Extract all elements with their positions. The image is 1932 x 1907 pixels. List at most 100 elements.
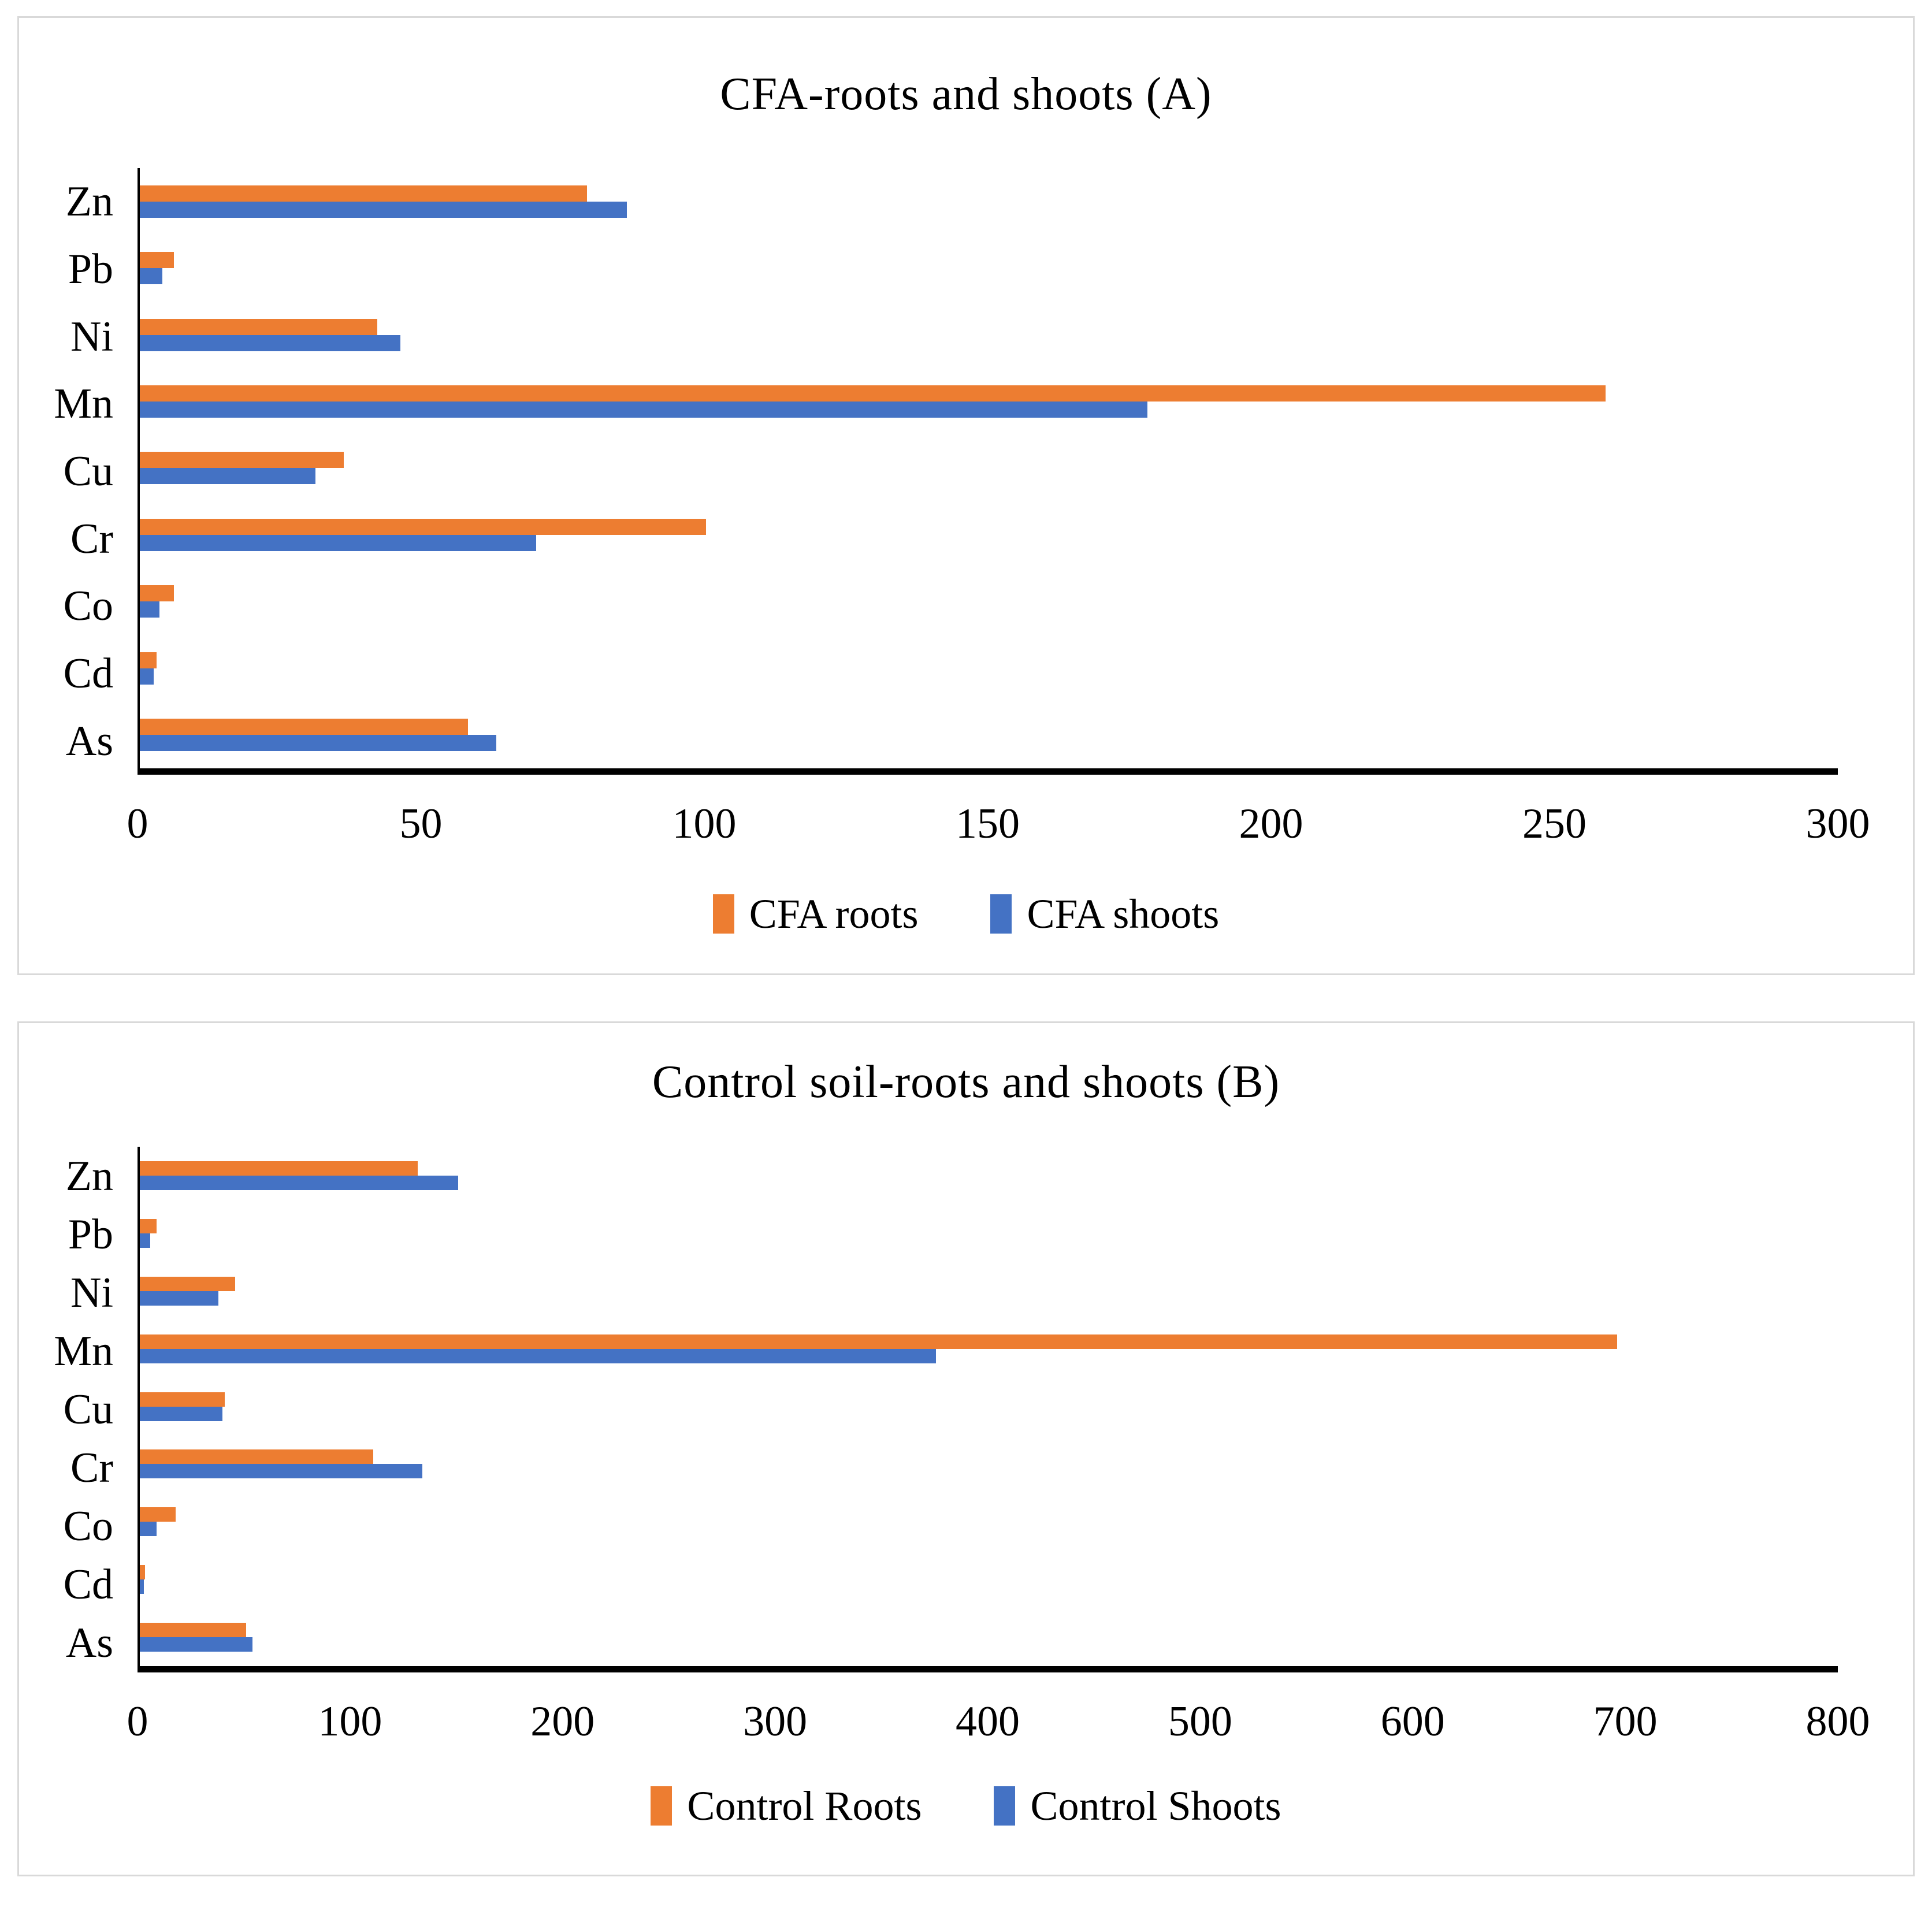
category-axis-b: Zn Pb Ni Mn Cu Cr Co Cd As (51, 1147, 138, 1672)
x-tick-label-600: 600 (1380, 1698, 1445, 1745)
legend-swatch-shoots-icon (990, 894, 1012, 934)
bar-group-zn (140, 1147, 1838, 1205)
bar-zn-roots (140, 1161, 418, 1176)
legend-label-roots: Control Roots (687, 1783, 922, 1829)
chart-title-b: Control soil-roots and shoots (B) (652, 1057, 1280, 1107)
category-label-as: As (65, 717, 113, 765)
bar-as-shoots (140, 735, 497, 752)
x-tick-label-0: 0 (127, 800, 148, 847)
bar-zn-roots (140, 185, 587, 202)
bar-cr-roots (140, 518, 706, 535)
bar-group-cr (140, 501, 1838, 568)
bar-group-cd (140, 635, 1838, 701)
bar-zn-shoots (140, 1175, 459, 1190)
category-label-pb: Pb (68, 246, 113, 293)
bar-group-mn (140, 368, 1838, 434)
chart-title-a: CFA-roots and shoots (A) (720, 69, 1212, 120)
x-tick-label-700: 700 (1593, 1698, 1658, 1745)
legend-swatch-roots-icon (651, 1786, 673, 1826)
bar-group-mn (140, 1320, 1838, 1378)
bar-cr-roots (140, 1449, 374, 1464)
bar-cr-shoots (140, 1464, 422, 1479)
chart-panel-b: Control soil-roots and shoots (B) Zn Pb Ni… (17, 1021, 1915, 1876)
legend-swatch-roots-icon (712, 894, 734, 934)
chart-panel-a: CFA-roots and shoots (A) Zn Pb Ni Mn Cu Cr Co C… (17, 16, 1915, 975)
bar-group-cd (140, 1551, 1838, 1608)
category-label-mn: Mn (54, 1327, 113, 1375)
category-label-cr: Cr (70, 1444, 113, 1492)
bar-ni-roots (140, 318, 378, 335)
category-label-cu: Cu (63, 448, 113, 496)
legend-item-roots: Control Roots (651, 1785, 922, 1827)
x-tick-label-200: 200 (530, 1698, 595, 1745)
x-tick-label-50: 50 (399, 800, 443, 847)
bar-co-roots (140, 585, 174, 602)
bar-pb-roots (140, 252, 174, 269)
plot-area-b: Zn Pb Ni Mn Cu Cr Co Cd As (51, 1147, 1838, 1672)
category-label-cd: Cd (63, 650, 113, 698)
bar-group-co (140, 568, 1838, 635)
figure-two-bar-charts: { "colors": { "roots": "#ED7D31", "shoot… (0, 16, 1932, 1907)
bar-mn-shoots (140, 1348, 936, 1363)
legend-b: Control Roots Control Shoots (19, 1785, 1913, 1827)
bar-ni-shoots (140, 1291, 218, 1306)
x-tick-label-0: 0 (127, 1698, 148, 1745)
category-label-zn: Zn (65, 178, 113, 226)
x-tick-label-300: 300 (743, 1698, 808, 1745)
x-tick-label-500: 500 (1168, 1698, 1232, 1745)
category-label-cd: Cd (63, 1561, 113, 1609)
bar-cd-shoots (140, 668, 154, 685)
bar-as-shoots (140, 1637, 252, 1652)
legend-a: CFA roots CFA shoots (19, 893, 1913, 935)
category-label-zn: Zn (65, 1152, 113, 1200)
bar-group-ni (140, 302, 1838, 368)
x-tick-label-250: 250 (1522, 800, 1587, 847)
x-tick-label-300: 300 (1805, 800, 1870, 847)
bar-group-cu (140, 435, 1838, 501)
bar-cu-roots (140, 452, 344, 469)
x-tick-label-800: 800 (1805, 1698, 1870, 1745)
bar-cr-shoots (140, 534, 536, 551)
legend-item-roots: CFA roots (712, 891, 919, 937)
category-label-co: Co (63, 1503, 113, 1551)
legend-label-roots: CFA roots (749, 891, 919, 937)
legend-item-shoots: CFA shoots (990, 893, 1219, 935)
category-label-cu: Cu (63, 1385, 113, 1433)
bar-cu-shoots (140, 468, 315, 485)
x-tick-label-100: 100 (672, 800, 737, 847)
bar-mn-roots (140, 1334, 1617, 1349)
bar-co-shoots (140, 601, 160, 618)
bar-group-cr (140, 1435, 1838, 1493)
bar-group-cu (140, 1378, 1838, 1436)
x-axis-ticks-b: 0 100 200 300 400 500 600 700 800 (127, 1672, 1870, 1759)
bar-cd-shoots (140, 1579, 144, 1594)
bar-cd-roots (140, 1565, 146, 1580)
x-tick-label-400: 400 (956, 1698, 1020, 1745)
bar-ni-roots (140, 1276, 236, 1291)
category-label-as: As (65, 1619, 113, 1667)
bar-zn-shoots (140, 201, 627, 218)
bar-mn-shoots (140, 402, 1147, 418)
bar-group-as (140, 702, 1838, 768)
bar-cu-roots (140, 1392, 225, 1407)
category-axis-a: Zn Pb Ni Mn Cu Cr Co Cd As (51, 168, 138, 775)
category-label-pb: Pb (68, 1210, 113, 1258)
bar-cu-shoots (140, 1406, 223, 1421)
category-label-co: Co (63, 582, 113, 630)
bar-as-roots (140, 1623, 246, 1638)
category-label-ni: Ni (70, 1269, 113, 1317)
legend-label-shoots: Control Shoots (1030, 1783, 1281, 1829)
bars-area-b (138, 1147, 1838, 1672)
bar-pb-shoots (140, 1233, 151, 1248)
legend-label-shoots: CFA shoots (1027, 891, 1220, 937)
bar-as-roots (140, 719, 469, 735)
bar-pb-roots (140, 1218, 157, 1233)
category-label-cr: Cr (70, 515, 113, 563)
bar-group-as (140, 1608, 1838, 1666)
bar-mn-roots (140, 385, 1606, 402)
x-axis-ticks-a: 0 50 100 150 200 250 300 (127, 775, 1870, 861)
bar-group-pb (140, 1205, 1838, 1262)
plot-area-a: Zn Pb Ni Mn Cu Cr Co Cd As (51, 168, 1838, 775)
legend-swatch-shoots-icon (994, 1786, 1016, 1826)
bar-group-co (140, 1493, 1838, 1551)
